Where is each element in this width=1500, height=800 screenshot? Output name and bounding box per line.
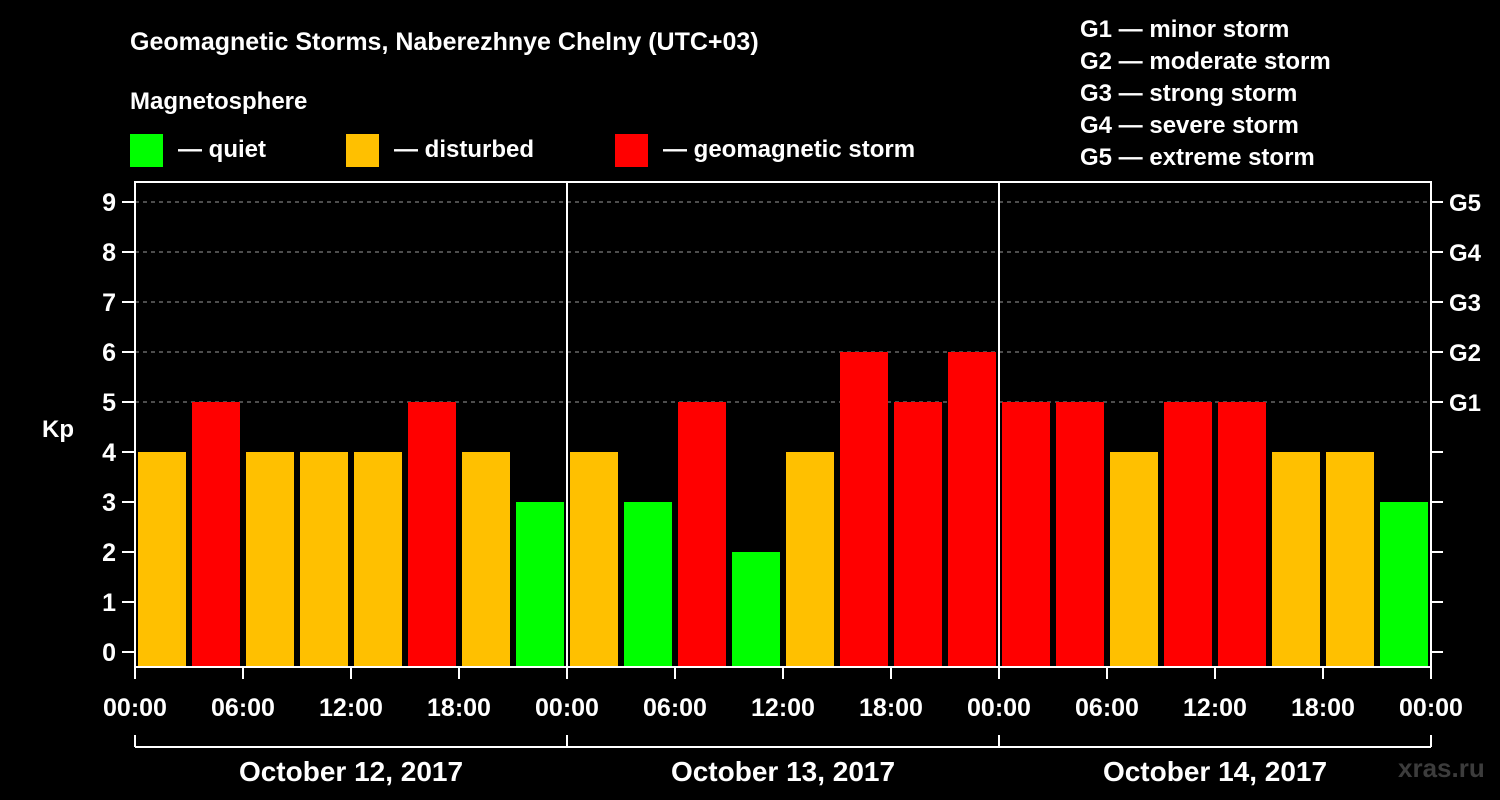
g-level-label: G5 bbox=[1449, 190, 1481, 217]
bar-18 bbox=[1056, 402, 1104, 667]
x-tick-label: 18:00 bbox=[427, 694, 491, 722]
bar-24 bbox=[1380, 502, 1428, 667]
date-label: October 13, 2017 bbox=[671, 756, 895, 787]
y-axis-label: Kp bbox=[42, 416, 74, 443]
x-tick-label: 12:00 bbox=[751, 694, 815, 722]
credit-text: xras.ru bbox=[1398, 753, 1485, 783]
bar-12 bbox=[732, 552, 780, 667]
x-tick-label: 18:00 bbox=[1291, 694, 1355, 722]
x-tick-label: 00:00 bbox=[967, 694, 1031, 722]
legend-heading: Magnetosphere bbox=[130, 88, 307, 115]
legend-label-2: — disturbed bbox=[394, 136, 534, 163]
bar-13 bbox=[786, 452, 834, 667]
y-tick-label: 9 bbox=[102, 189, 116, 217]
x-tick-label: 06:00 bbox=[643, 694, 707, 722]
x-tick-label: 12:00 bbox=[1183, 694, 1247, 722]
legend: — quiet — disturbed — geomagnetic storm bbox=[130, 134, 915, 167]
x-tick-label: 00:00 bbox=[535, 694, 599, 722]
bar-1 bbox=[138, 452, 186, 667]
date-label: October 14, 2017 bbox=[1103, 756, 1327, 787]
y-tick-label: 2 bbox=[102, 539, 116, 567]
date-axis: October 12, 2017 October 13, 2017 October … bbox=[134, 735, 1432, 787]
storm-scale-legend: G1 — minor storm G2 — moderate storm G3 — … bbox=[1080, 16, 1331, 171]
storm-scale-item: G2 — moderate storm bbox=[1080, 48, 1331, 75]
bar-6 bbox=[408, 402, 456, 667]
bar-21 bbox=[1218, 402, 1266, 667]
bar-4 bbox=[300, 452, 348, 667]
g-level-axis: G1 G2 G3 G4 G5 bbox=[1431, 190, 1482, 653]
date-label: October 12, 2017 bbox=[239, 756, 463, 787]
bar-7 bbox=[462, 452, 510, 667]
bar-16 bbox=[948, 352, 996, 667]
bar-17 bbox=[1002, 402, 1050, 667]
storm-scale-item: G3 — strong storm bbox=[1080, 80, 1297, 107]
bar-2 bbox=[192, 402, 240, 667]
bar-8 bbox=[516, 502, 564, 667]
chart-title: Geomagnetic Storms, Naberezhnye Chelny (… bbox=[130, 28, 759, 56]
bar-11 bbox=[678, 402, 726, 667]
y-tick-label: 3 bbox=[102, 489, 116, 517]
x-tick-label: 06:00 bbox=[1075, 694, 1139, 722]
grid-lines bbox=[135, 201, 1431, 403]
y-tick-label: 7 bbox=[102, 289, 116, 317]
x-tick-label: 00:00 bbox=[103, 694, 167, 722]
legend-swatch-2 bbox=[346, 134, 379, 167]
legend-swatch-1 bbox=[130, 134, 163, 167]
y-tick-label: 1 bbox=[102, 589, 116, 617]
g-level-label: G3 bbox=[1449, 290, 1481, 317]
y-tick-label: 8 bbox=[102, 239, 116, 267]
bar-15 bbox=[894, 402, 942, 667]
g-level-label: G4 bbox=[1449, 240, 1482, 267]
storm-scale-item: G5 — extreme storm bbox=[1080, 144, 1315, 171]
legend-label-3: — geomagnetic storm bbox=[663, 136, 915, 163]
storm-scale-item: G1 — minor storm bbox=[1080, 16, 1289, 43]
legend-label-1: — quiet bbox=[178, 136, 266, 163]
bar-19 bbox=[1110, 452, 1158, 667]
y-axis: 0 1 2 3 4 5 6 7 8 9 bbox=[102, 189, 135, 667]
bar-23 bbox=[1326, 452, 1374, 667]
y-tick-label: 5 bbox=[102, 389, 116, 417]
x-tick-label: 18:00 bbox=[859, 694, 923, 722]
y-tick-label: 6 bbox=[102, 339, 116, 367]
bars bbox=[138, 352, 1428, 667]
storm-scale-item: G4 — severe storm bbox=[1080, 112, 1299, 139]
bar-22 bbox=[1272, 452, 1320, 667]
x-tick-label: 06:00 bbox=[211, 694, 275, 722]
x-axis: 00:00 06:00 12:00 18:00 00:00 06:00 12:00 18:00… bbox=[103, 667, 1463, 722]
bar-5 bbox=[354, 452, 402, 667]
bar-20 bbox=[1164, 402, 1212, 667]
y-tick-label: 0 bbox=[102, 639, 116, 667]
bar-9 bbox=[570, 452, 618, 667]
y-tick-label: 4 bbox=[102, 439, 116, 467]
x-tick-label: 12:00 bbox=[319, 694, 383, 722]
bar-14 bbox=[840, 352, 888, 667]
g-level-label: G1 bbox=[1449, 390, 1481, 417]
x-tick-label: 00:00 bbox=[1399, 694, 1463, 722]
bar-3 bbox=[246, 452, 294, 667]
legend-swatch-3 bbox=[615, 134, 648, 167]
g-level-label: G2 bbox=[1449, 340, 1481, 367]
bar-10 bbox=[624, 502, 672, 667]
